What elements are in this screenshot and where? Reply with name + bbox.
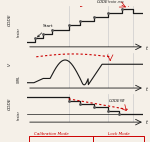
Text: CODE: CODE [8, 14, 12, 26]
Text: heater: heater [17, 28, 21, 37]
Text: CODE: CODE [8, 97, 12, 110]
Text: t: t [146, 87, 148, 92]
Text: t: t [146, 120, 148, 125]
Text: Calibration Mode: Calibration Mode [34, 132, 68, 136]
Text: Start: Start [38, 24, 54, 37]
Text: $CODE_{REF}$: $CODE_{REF}$ [108, 98, 126, 105]
Text: V: V [8, 63, 12, 66]
Text: $CODE_{heater,max}$: $CODE_{heater,max}$ [96, 0, 126, 6]
Text: heater: heater [17, 110, 21, 120]
Text: t: t [146, 46, 148, 51]
Text: Lock Mode: Lock Mode [108, 132, 129, 136]
Text: OBML: OBML [17, 75, 21, 83]
